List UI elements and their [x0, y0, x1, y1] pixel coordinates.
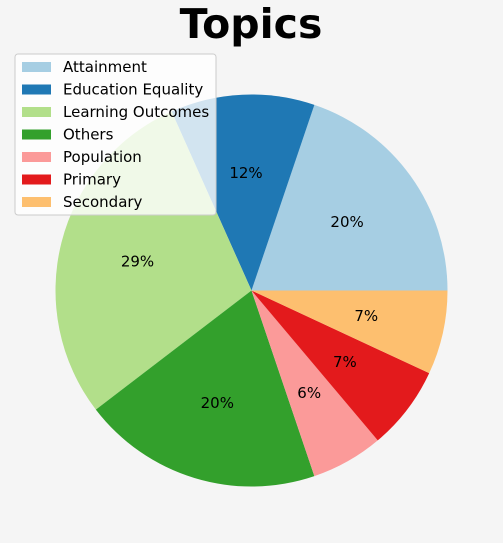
pie-label-primary: 7% [333, 353, 357, 371]
pie-slice-population [251, 290, 378, 477]
pie-label-population: 6% [297, 384, 321, 402]
legend-frame [14, 53, 217, 216]
legend-label-education-equality: Education Equality [63, 81, 203, 99]
legend-swatch-education-equality [22, 84, 51, 95]
legend-label-primary: Primary [63, 171, 121, 189]
legend-label-others: Others [63, 126, 114, 144]
pie-label-education-equality: 12% [229, 164, 262, 182]
legend-label-secondary: Secondary [63, 193, 143, 211]
pie-slice-primary [251, 290, 430, 441]
legend-items: Attainment Education Equality Learning Out… [22, 58, 209, 211]
legend-swatch-learning-outcomes [22, 107, 51, 117]
legend-swatch-others [22, 129, 51, 140]
legend: Attainment Education Equality Learning Out… [14, 53, 217, 216]
legend-swatch-secondary [22, 197, 51, 207]
legend-swatch-population [22, 152, 51, 162]
chart-title: Topics [180, 0, 323, 48]
legend-label-learning-outcomes: Learning Outcomes [63, 103, 209, 121]
pie-label-learning-outcomes: 29% [121, 253, 154, 271]
pie-label-attainment: 20% [330, 213, 363, 231]
pie-slice-secondary [251, 290, 448, 374]
pie-slice-others [95, 290, 315, 487]
legend-label-population: Population [63, 148, 142, 166]
pie-label-others: 20% [201, 394, 234, 412]
pie-label-secondary: 7% [354, 307, 378, 325]
pie-slice-attainment [251, 104, 448, 291]
legend-swatch-attainment [22, 62, 51, 72]
pie-slice-labels: 20% 12% 29% 20% 6% 7% 7% [121, 164, 378, 412]
legend-label-attainment: Attainment [63, 58, 147, 76]
legend-swatch-primary [22, 174, 51, 185]
